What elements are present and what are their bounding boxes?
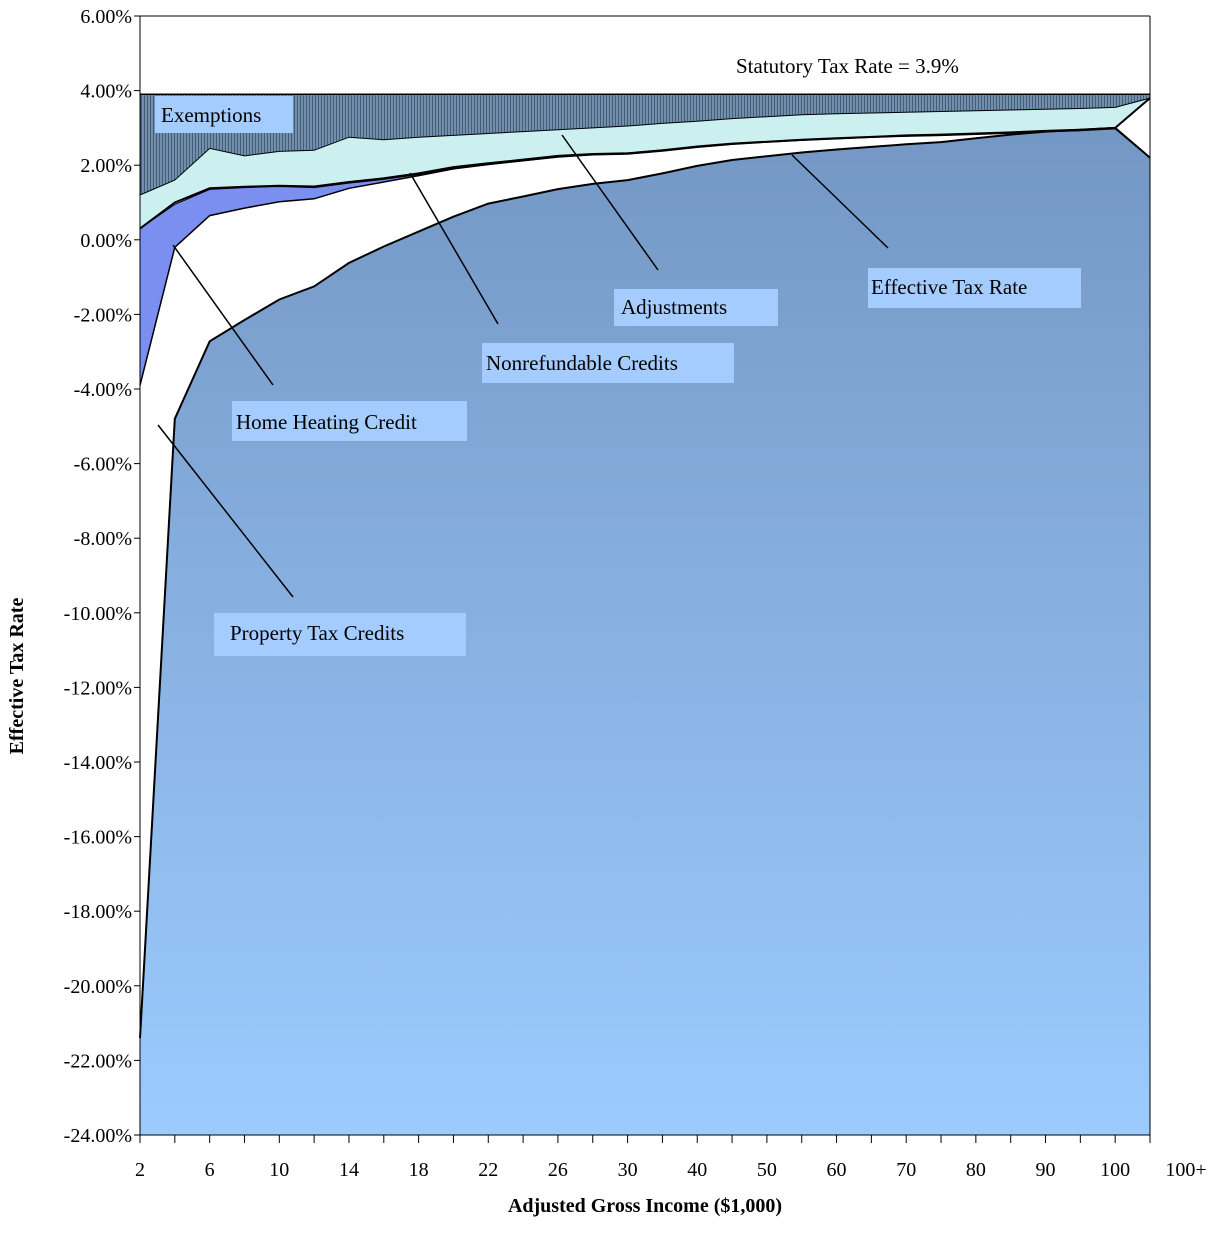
- x-tick-label: 90: [1036, 1159, 1056, 1181]
- y-tick-label: 2.00%: [80, 155, 132, 177]
- effective-tax-rate-line: [139, 126, 1151, 1039]
- nonrefundable-leader: [409, 172, 499, 325]
- x-tick-label: 14: [339, 1159, 359, 1181]
- x-tick-label: 50: [757, 1159, 777, 1181]
- y-tick-label: 4.00%: [80, 81, 132, 103]
- x-tick-label: 80: [966, 1159, 986, 1181]
- axes: 6.00% 4.00% 2.00% 0.00% -2.00% -4.00% -6.00% -8…: [64, 6, 1207, 1181]
- nonrefundable-label-box: [482, 343, 734, 383]
- adjustments-leader: [561, 134, 659, 271]
- x-tick-label: 18: [409, 1159, 429, 1181]
- y-tick-label: -6.00%: [74, 454, 132, 476]
- y-tick-label: -14.00%: [64, 752, 132, 774]
- x-tick-label: 60: [827, 1159, 847, 1181]
- annotation-leader-lines: [157, 134, 889, 598]
- y-tick-label: -4.00%: [74, 379, 132, 401]
- x-tick-label: 100+: [1165, 1159, 1206, 1181]
- annotation-labels: Exemptions Statutory Tax Rate = 3.9% Adj…: [155, 54, 1081, 656]
- property-tax-label: Property Tax Credits: [230, 621, 404, 645]
- adjustments-label-box: [614, 289, 778, 326]
- exemptions-area: [140, 94, 1150, 195]
- y-tick-label: 0.00%: [80, 230, 132, 252]
- effective-rate-label-box: [868, 268, 1081, 308]
- x-tick-label: 6: [205, 1159, 215, 1181]
- home-heating-leader: [172, 244, 274, 386]
- home-heating-label: Home Heating Credit: [236, 410, 417, 434]
- x-tick-label: 26: [548, 1159, 568, 1181]
- y-axis-title: Effective Tax Rate: [6, 598, 28, 755]
- y-axis-ticks: 6.00% 4.00% 2.00% 0.00% -2.00% -4.00% -6.00% -8…: [64, 6, 140, 1147]
- home-heating-label-box: [232, 401, 467, 441]
- nonrefundable-label: Nonrefundable Credits: [486, 351, 678, 375]
- y-tick-label: -20.00%: [64, 976, 132, 998]
- effective-tax-rate-area: [140, 127, 1150, 1135]
- effective-rate-label: Effective Tax Rate: [871, 275, 1027, 299]
- y-tick-label: -8.00%: [74, 528, 132, 550]
- property-tax-credits-area: [140, 127, 1150, 1038]
- statutory-rate-label: Statutory Tax Rate = 3.9%: [736, 54, 959, 78]
- exemptions-label-box: [155, 96, 293, 133]
- y-tick-label: 6.00%: [80, 6, 132, 28]
- x-tick-label: 2: [135, 1159, 145, 1181]
- exemptions-label: Exemptions: [161, 103, 261, 127]
- x-axis-title: Adjusted Gross Income ($1,000): [508, 1195, 782, 1217]
- exemptions-line: [139, 97, 1151, 196]
- x-tick-label: 70: [896, 1159, 916, 1181]
- x-tick-label: 22: [478, 1159, 498, 1181]
- home-heating-credit-line: [139, 127, 1151, 386]
- property-tax-label-box: [214, 613, 466, 656]
- x-tick-label: 40: [687, 1159, 707, 1181]
- adjustments-area: [140, 98, 1150, 229]
- y-tick-label: -22.00%: [64, 1050, 132, 1072]
- y-tick-label: -18.00%: [64, 901, 132, 923]
- adjustments-label: Adjustments: [621, 295, 727, 319]
- x-tick-label: 10: [269, 1159, 289, 1181]
- effective-rate-leader: [791, 154, 889, 249]
- y-tick-label: -2.00%: [74, 304, 132, 326]
- y-tick-label: -10.00%: [64, 603, 132, 625]
- y-tick-label: -12.00%: [64, 677, 132, 699]
- property-tax-leader: [157, 424, 294, 598]
- y-tick-label: -16.00%: [64, 827, 132, 849]
- y-tick-label: -24.00%: [64, 1125, 132, 1147]
- series-boundary-lines: [139, 93, 1151, 1039]
- x-tick-label: 100: [1100, 1159, 1130, 1181]
- x-axis-ticks: 2 6 10 14 18 22 26 30 40 50 60 70 80 90 100 100+: [135, 1135, 1207, 1181]
- x-tick-label: 30: [618, 1159, 638, 1181]
